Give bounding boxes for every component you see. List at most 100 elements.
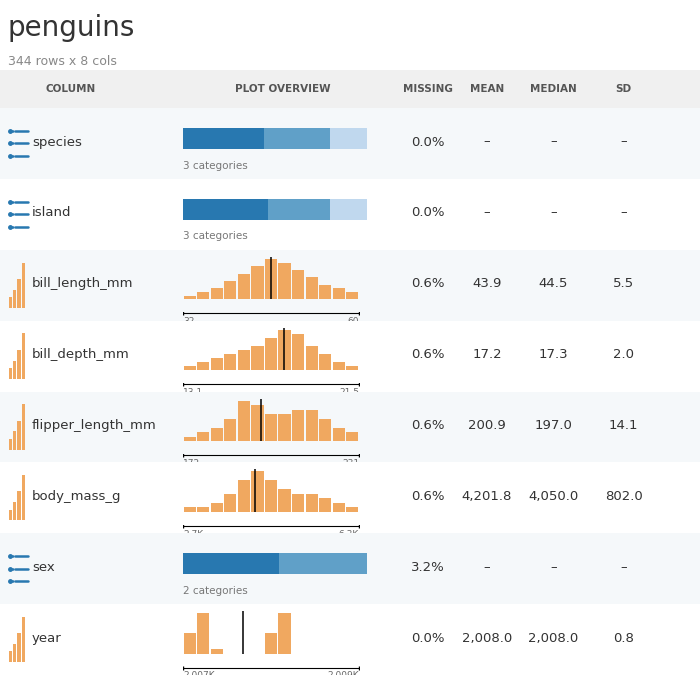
Text: bill_length_mm: bill_length_mm <box>32 277 134 290</box>
Bar <box>279 613 290 653</box>
Bar <box>279 414 290 441</box>
Bar <box>305 494 318 512</box>
Text: 0.6%: 0.6% <box>412 277 444 290</box>
Bar <box>346 292 358 300</box>
Bar <box>265 633 277 653</box>
Bar <box>224 418 237 441</box>
Bar <box>265 259 277 300</box>
Bar <box>13 290 16 308</box>
Bar <box>18 633 20 662</box>
Bar <box>238 481 250 512</box>
Text: species: species <box>32 136 82 148</box>
Bar <box>265 338 277 370</box>
Bar <box>183 508 196 512</box>
Text: 0.6%: 0.6% <box>412 419 444 432</box>
Text: 802.0: 802.0 <box>605 490 643 503</box>
Bar <box>251 471 264 512</box>
Text: year: year <box>32 632 62 645</box>
Text: 231: 231 <box>342 459 359 468</box>
Text: 0.0%: 0.0% <box>412 136 444 148</box>
Text: SD: SD <box>615 84 631 94</box>
Text: island: island <box>32 207 71 219</box>
Bar <box>197 292 209 300</box>
Bar <box>8 368 12 379</box>
Bar <box>319 498 331 512</box>
Text: 0.6%: 0.6% <box>412 348 444 361</box>
Text: 21.5: 21.5 <box>339 388 359 397</box>
Text: body_mass_g: body_mass_g <box>32 490 122 503</box>
Bar <box>279 553 367 574</box>
Bar <box>18 491 20 520</box>
Bar <box>332 288 345 300</box>
Bar <box>319 418 331 441</box>
Text: –: – <box>620 561 626 574</box>
Text: –: – <box>620 136 626 148</box>
Bar <box>8 510 12 520</box>
Bar <box>346 366 358 370</box>
Bar <box>279 330 290 370</box>
Text: 0.6%: 0.6% <box>412 490 444 503</box>
Text: COLUMN: COLUMN <box>46 84 97 94</box>
Text: 2,008.0: 2,008.0 <box>462 632 512 645</box>
Text: –: – <box>550 561 556 574</box>
Bar <box>330 128 367 149</box>
Bar <box>332 428 345 441</box>
Bar <box>330 198 367 220</box>
Bar <box>18 421 20 450</box>
Text: 197.0: 197.0 <box>535 419 573 432</box>
Bar <box>211 428 223 441</box>
Bar <box>292 494 304 512</box>
Text: 17.3: 17.3 <box>539 348 568 361</box>
Text: 2.0: 2.0 <box>613 348 634 361</box>
Bar <box>211 649 223 653</box>
Text: PLOT OVERVIEW: PLOT OVERVIEW <box>235 84 331 94</box>
Text: 3.2%: 3.2% <box>411 561 445 574</box>
Text: 32: 32 <box>183 317 195 326</box>
Text: 0.8: 0.8 <box>613 632 634 645</box>
Text: 0.0%: 0.0% <box>412 207 444 219</box>
Bar <box>211 288 223 300</box>
Text: 60: 60 <box>347 317 359 326</box>
Bar <box>251 266 264 300</box>
Text: 4,050.0: 4,050.0 <box>528 490 579 503</box>
Bar <box>22 617 25 662</box>
Text: 2.009K: 2.009K <box>328 672 359 675</box>
Bar <box>251 346 264 370</box>
Text: penguins: penguins <box>8 14 135 42</box>
Bar <box>319 285 331 300</box>
Bar <box>238 273 250 300</box>
Bar <box>305 346 318 370</box>
Text: 5.5: 5.5 <box>613 277 634 290</box>
Bar <box>251 405 264 441</box>
Text: –: – <box>484 207 490 219</box>
Bar <box>183 633 196 653</box>
Bar <box>292 270 304 300</box>
Text: 14.1: 14.1 <box>609 419 638 432</box>
Bar <box>183 553 279 574</box>
Bar <box>279 263 290 300</box>
Text: –: – <box>550 136 556 148</box>
Bar <box>292 334 304 370</box>
Bar <box>18 350 20 379</box>
Bar <box>332 503 345 512</box>
Bar <box>8 651 12 662</box>
Bar <box>197 613 209 653</box>
Text: –: – <box>620 207 626 219</box>
Bar <box>197 362 209 370</box>
Bar <box>13 431 16 450</box>
Bar <box>346 508 358 512</box>
Bar <box>22 404 25 450</box>
Bar <box>197 508 209 512</box>
Bar <box>211 503 223 512</box>
Bar <box>22 475 25 520</box>
Text: 43.9: 43.9 <box>473 277 502 290</box>
Text: 344 rows x 8 cols: 344 rows x 8 cols <box>8 55 117 68</box>
Text: 172: 172 <box>183 459 200 468</box>
Text: –: – <box>550 207 556 219</box>
Text: 2.007K: 2.007K <box>183 672 215 675</box>
Bar <box>22 263 25 308</box>
Text: sex: sex <box>32 561 55 574</box>
Bar <box>224 354 237 370</box>
Text: 13.1: 13.1 <box>183 388 203 397</box>
Bar <box>8 297 12 308</box>
